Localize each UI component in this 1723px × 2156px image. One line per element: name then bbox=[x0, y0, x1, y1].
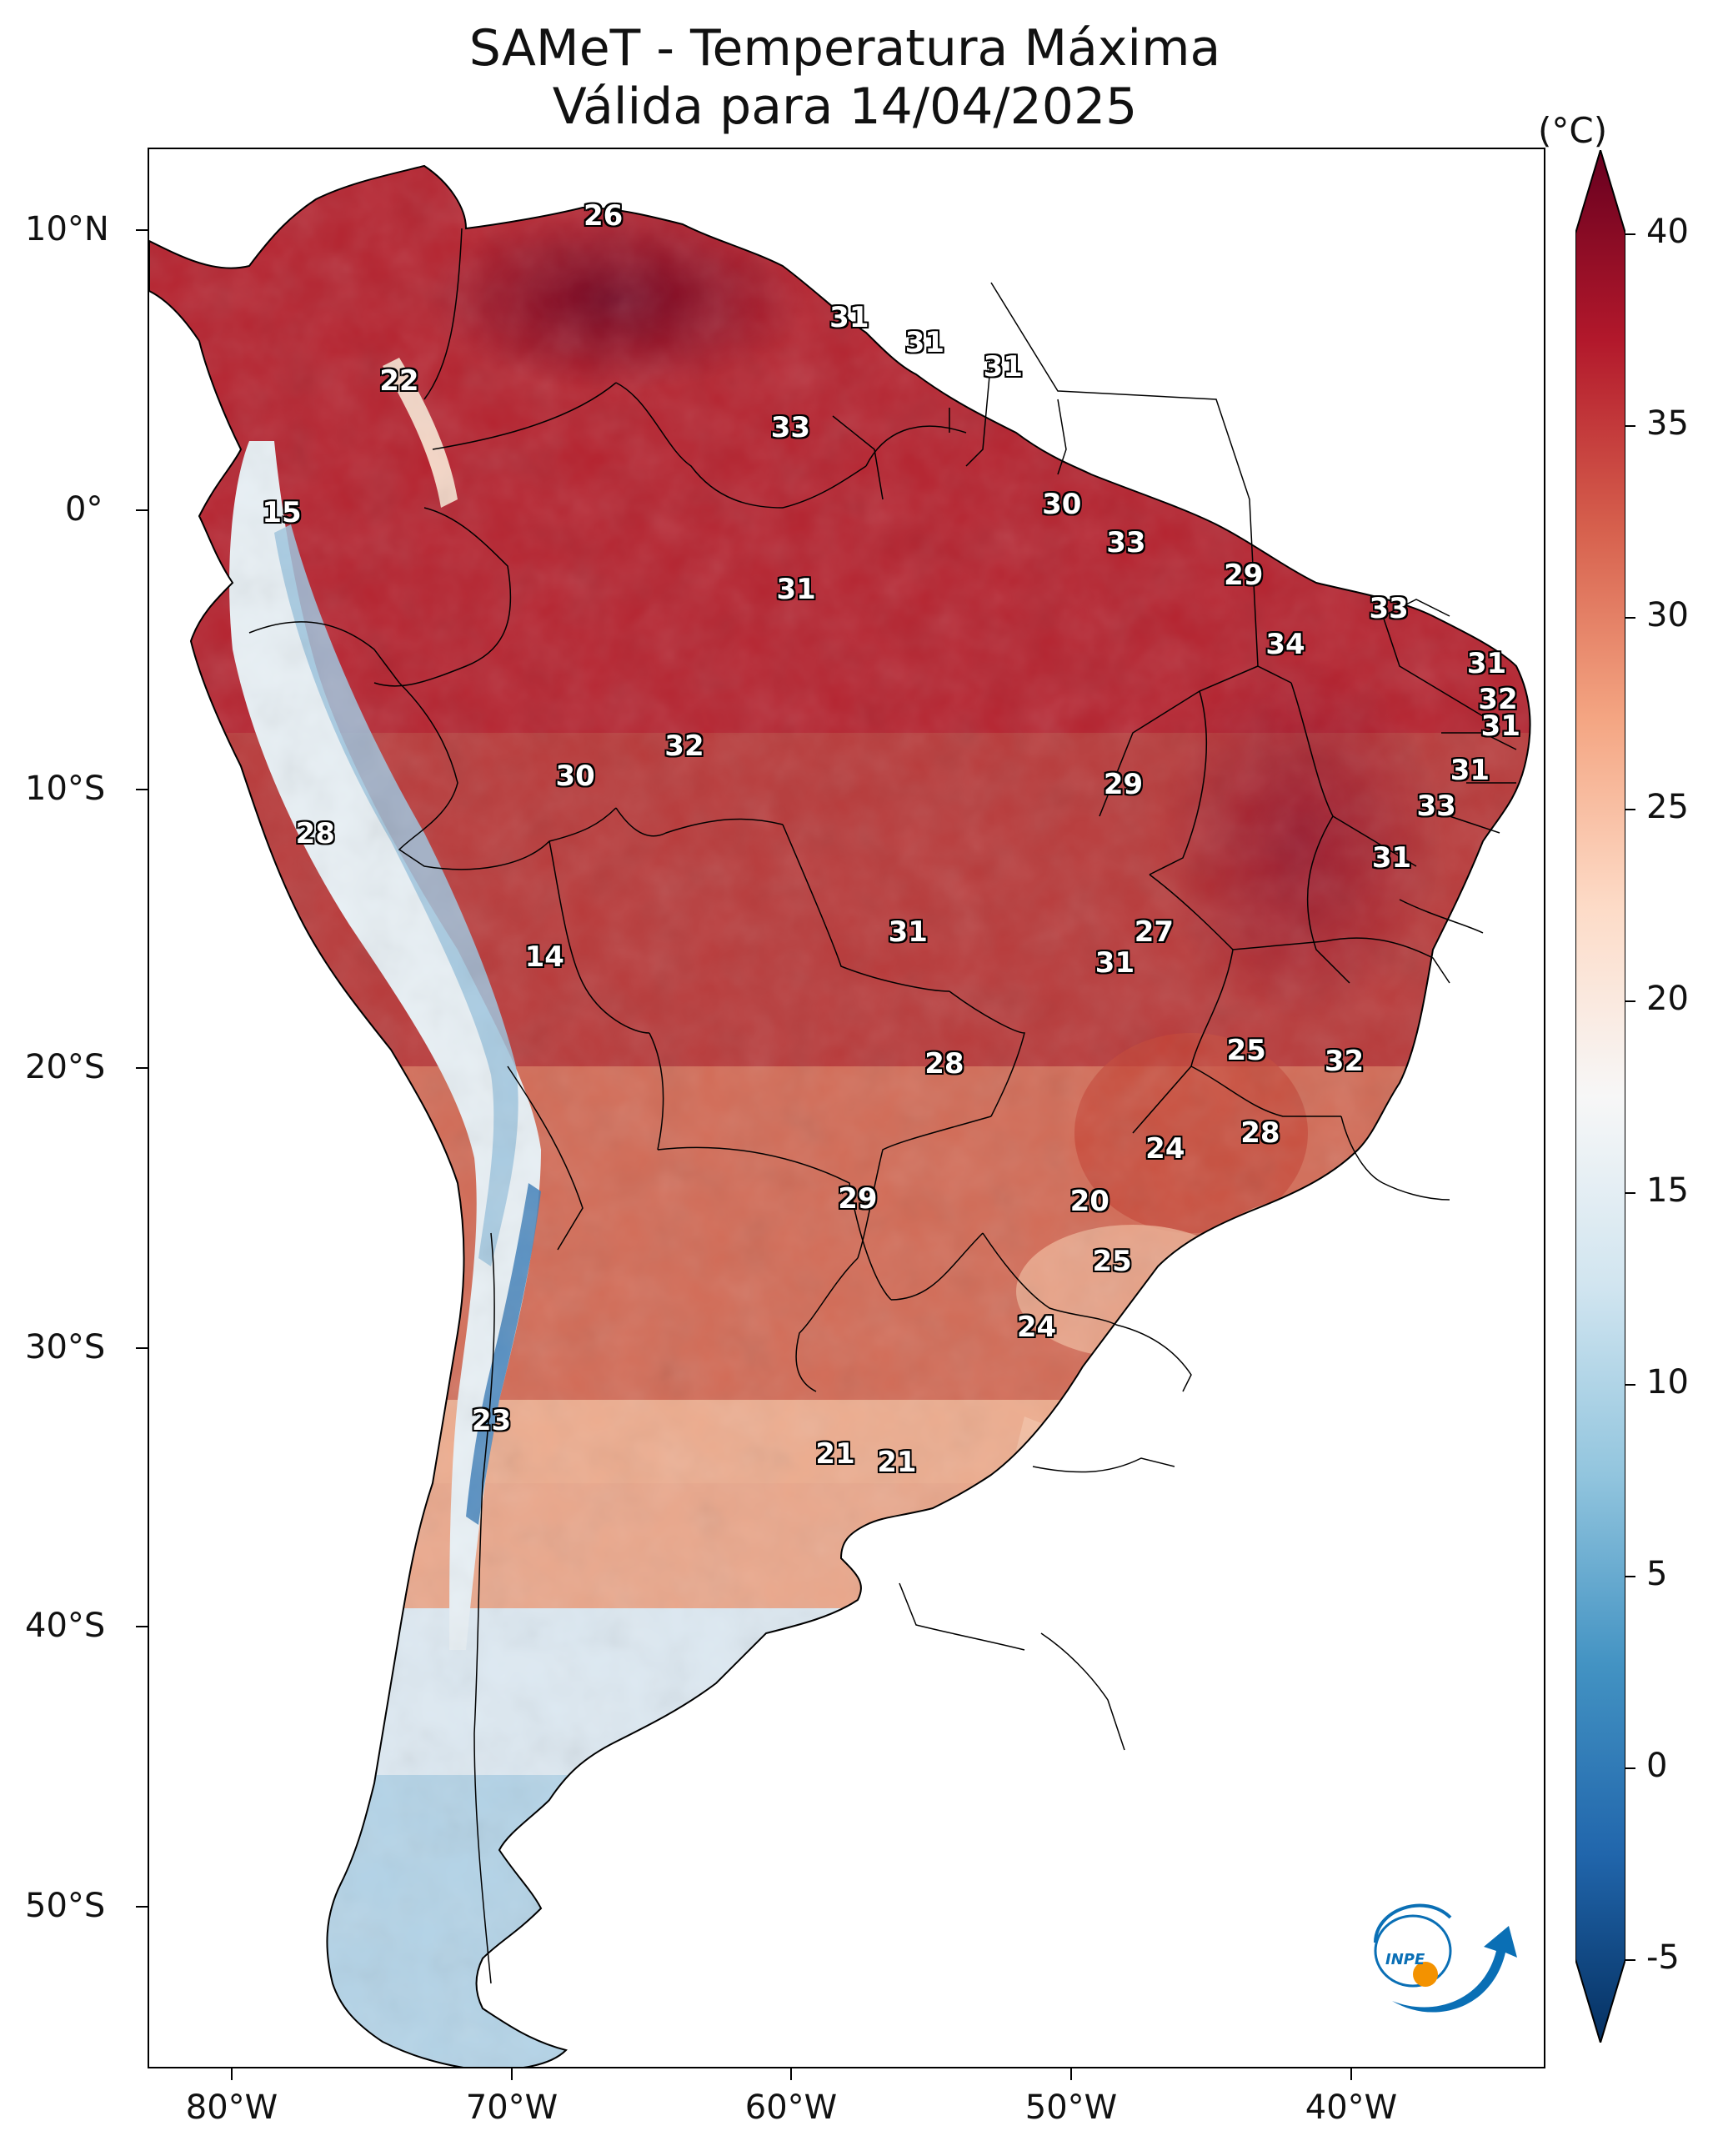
colorbar bbox=[1575, 150, 1625, 2043]
colorbar-tick-label: 30 bbox=[1646, 596, 1689, 634]
colorbar-tick bbox=[1625, 1192, 1635, 1194]
lat-tick bbox=[136, 509, 148, 511]
colorbar-tick-label: 40 bbox=[1646, 213, 1689, 251]
map-panel bbox=[148, 148, 1545, 2068]
temperature-label: 25 bbox=[1092, 1245, 1132, 1279]
temperature-label: 25 bbox=[1226, 1033, 1266, 1067]
temperature-label: 28 bbox=[295, 816, 335, 850]
colorbar-tick bbox=[1625, 233, 1635, 235]
lat-label-50s: 50°S bbox=[25, 1887, 106, 1925]
logo-arc bbox=[1374, 1903, 1452, 1943]
colorbar-tick bbox=[1625, 1384, 1635, 1386]
colorbar-tick bbox=[1625, 1767, 1635, 1769]
temperature-label: 33 bbox=[1106, 525, 1146, 559]
lon-label-80w: 80°W bbox=[185, 2088, 278, 2127]
temperature-label: 22 bbox=[379, 364, 419, 398]
map-subtitle: Válida para 14/04/2025 bbox=[552, 78, 1138, 136]
temperature-label: 21 bbox=[877, 1445, 917, 1479]
colorbar-tick-label: 0 bbox=[1646, 1747, 1668, 1785]
lat-tick bbox=[136, 1906, 148, 1908]
temperature-label: 28 bbox=[924, 1047, 964, 1081]
temperature-label: 24 bbox=[1016, 1311, 1057, 1345]
logo-circle bbox=[1374, 1914, 1452, 1988]
lat-label-10s: 10°S bbox=[25, 770, 106, 808]
lat-tick bbox=[136, 229, 148, 231]
temperature-label: 31 bbox=[983, 350, 1023, 384]
lon-label-50w: 50°W bbox=[1024, 2088, 1118, 2127]
lat-tick bbox=[136, 789, 148, 790]
temperature-label: 31 bbox=[1480, 709, 1520, 744]
temperature-label: 30 bbox=[555, 759, 595, 793]
lon-tick bbox=[1070, 2068, 1072, 2080]
temperature-label: 31 bbox=[1450, 754, 1490, 788]
colorbar-tick-label: 5 bbox=[1646, 1555, 1668, 1593]
map-canvas bbox=[149, 164, 1531, 2067]
country-borders bbox=[248, 228, 1517, 1984]
colorbar-tick bbox=[1625, 1959, 1635, 1961]
temperature-label: 27 bbox=[1134, 915, 1175, 950]
lat-tick bbox=[136, 1067, 148, 1069]
lon-tick bbox=[1350, 2068, 1352, 2080]
logo-swoosh bbox=[1392, 1926, 1517, 2013]
temperature-label: 34 bbox=[1265, 627, 1305, 661]
logo-sun bbox=[1413, 1962, 1438, 1987]
colorbar-tick-label: 20 bbox=[1646, 980, 1689, 1018]
temperature-label: 29 bbox=[838, 1181, 878, 1216]
lat-label-10n: 10°N bbox=[25, 210, 109, 248]
colorbar-tick-label: 15 bbox=[1646, 1171, 1689, 1210]
temperature-label: 31 bbox=[1371, 841, 1412, 875]
inpe-logo: INPE bbox=[1374, 1903, 1517, 2013]
colorbar-tick bbox=[1625, 617, 1635, 619]
temperature-label: 32 bbox=[1324, 1045, 1365, 1079]
colorbar-tick bbox=[1625, 1576, 1635, 1577]
colorbar-tick-label: -5 bbox=[1646, 1938, 1680, 1977]
temperature-label: 32 bbox=[1478, 682, 1518, 716]
temperature-label: 28 bbox=[1240, 1116, 1280, 1150]
temperature-field bbox=[149, 166, 1530, 2067]
temperature-label: 31 bbox=[776, 572, 816, 606]
colorbar-unit: (°C) bbox=[1538, 110, 1608, 151]
temperature-label: 20 bbox=[1069, 1184, 1109, 1218]
logo-text: INPE bbox=[1385, 1951, 1425, 1968]
lat-tick bbox=[136, 1347, 148, 1349]
temperature-label: 15 bbox=[262, 495, 302, 529]
colorbar-tick-label: 25 bbox=[1646, 788, 1689, 826]
temperature-label: 31 bbox=[829, 301, 869, 335]
temperature-label: 32 bbox=[664, 729, 704, 763]
colorbar-tick bbox=[1625, 425, 1635, 427]
temperature-label: 26 bbox=[584, 199, 624, 233]
temperature-label: 33 bbox=[1369, 591, 1409, 625]
temperature-label: 31 bbox=[1466, 646, 1507, 680]
temperature-label: 33 bbox=[1416, 789, 1456, 823]
colorbar-tick bbox=[1625, 809, 1635, 810]
lon-tick bbox=[511, 2068, 513, 2080]
lon-tick bbox=[790, 2068, 792, 2080]
lat-label-20s: 20°S bbox=[25, 1048, 106, 1086]
lon-label-70w: 70°W bbox=[465, 2088, 558, 2127]
temperature-label: 31 bbox=[904, 325, 945, 359]
lon-label-40w: 40°W bbox=[1305, 2088, 1398, 2127]
temperature-label: 14 bbox=[524, 940, 564, 974]
lat-tick bbox=[136, 1626, 148, 1627]
temperature-label: 24 bbox=[1145, 1132, 1185, 1166]
temperature-label: 23 bbox=[471, 1404, 512, 1438]
lon-tick bbox=[231, 2068, 233, 2080]
temperature-label: 29 bbox=[1224, 559, 1264, 593]
colorbar-tick bbox=[1625, 1000, 1635, 1002]
temperature-label: 31 bbox=[1094, 945, 1135, 980]
colorbar-tick-label: 10 bbox=[1646, 1363, 1689, 1401]
temperature-label: 33 bbox=[770, 410, 811, 444]
lat-label-30s: 30°S bbox=[25, 1328, 106, 1366]
temperature-label: 21 bbox=[815, 1436, 855, 1471]
temperature-label: 31 bbox=[888, 915, 928, 950]
colorbar-tick-label: 35 bbox=[1646, 404, 1689, 443]
temperature-label: 29 bbox=[1103, 767, 1144, 801]
lon-label-60w: 60°W bbox=[744, 2088, 838, 2127]
map-title: SAMeT - Temperatura Máxima bbox=[468, 19, 1221, 78]
lat-label-0: 0° bbox=[65, 490, 103, 529]
lat-label-40s: 40°S bbox=[25, 1607, 106, 1645]
temperature-label: 30 bbox=[1042, 487, 1082, 521]
